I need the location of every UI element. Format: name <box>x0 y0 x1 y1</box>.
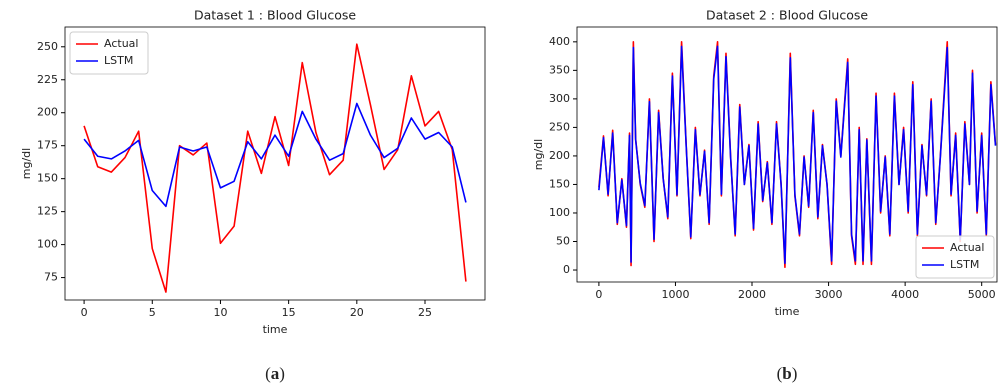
x-axis-label: time <box>775 305 800 318</box>
x-tick-label: 5 <box>149 306 156 319</box>
y-axis-label: mg/dl <box>532 139 545 170</box>
y-tick-label: 350 <box>549 63 570 76</box>
panel-label: (a) <box>265 364 285 383</box>
x-tick-label: 15 <box>282 306 296 319</box>
y-tick-label: 50 <box>556 234 570 247</box>
y-tick-label: 200 <box>549 149 570 162</box>
x-tick-label: 4000 <box>891 288 919 301</box>
legend-box <box>915 235 995 279</box>
legend-label: LSTM <box>104 54 133 67</box>
chart-title: Dataset 2 : Blood Glucose <box>706 8 868 23</box>
x-tick-label: 0 <box>81 306 88 319</box>
x-axis-label: time <box>263 323 288 336</box>
y-tick-label: 125 <box>37 205 58 218</box>
y-tick-label: 150 <box>37 172 58 185</box>
y-tick-label: 0 <box>563 263 570 276</box>
y-tick-label: 100 <box>37 238 58 251</box>
series-line <box>598 41 997 268</box>
plot-frame <box>576 26 998 283</box>
x-tick-label: 5000 <box>968 288 996 301</box>
y-tick-label: 175 <box>37 139 58 152</box>
y-tick-label: 250 <box>37 40 58 53</box>
y-tick-label: 150 <box>549 177 570 190</box>
y-tick-label: 100 <box>549 206 570 219</box>
y-tick-label: 400 <box>549 35 570 48</box>
series-line <box>83 43 467 293</box>
y-tick-label: 225 <box>37 73 58 86</box>
x-tick-label: 3000 <box>815 288 843 301</box>
x-tick-label: 20 <box>350 306 364 319</box>
x-tick-label: 1000 <box>661 288 689 301</box>
series-line <box>598 45 997 264</box>
panel-label: (b) <box>777 364 798 383</box>
x-tick-label: 25 <box>418 306 432 319</box>
x-tick-label: 0 <box>595 288 602 301</box>
y-tick-label: 200 <box>37 106 58 119</box>
series-line <box>83 102 467 208</box>
legend-label: Actual <box>104 37 138 50</box>
y-tick-label: 250 <box>549 120 570 133</box>
y-tick-label: 75 <box>44 271 58 284</box>
legend-box <box>69 31 149 75</box>
legend-label: Actual <box>950 241 984 254</box>
x-tick-label: 10 <box>213 306 227 319</box>
y-axis-label: mg/dl <box>20 148 33 179</box>
legend-label: LSTM <box>950 258 979 271</box>
y-tick-label: 300 <box>549 92 570 105</box>
chart-title: Dataset 1 : Blood Glucose <box>194 8 356 23</box>
plot-frame <box>64 26 486 301</box>
x-tick-label: 2000 <box>738 288 766 301</box>
